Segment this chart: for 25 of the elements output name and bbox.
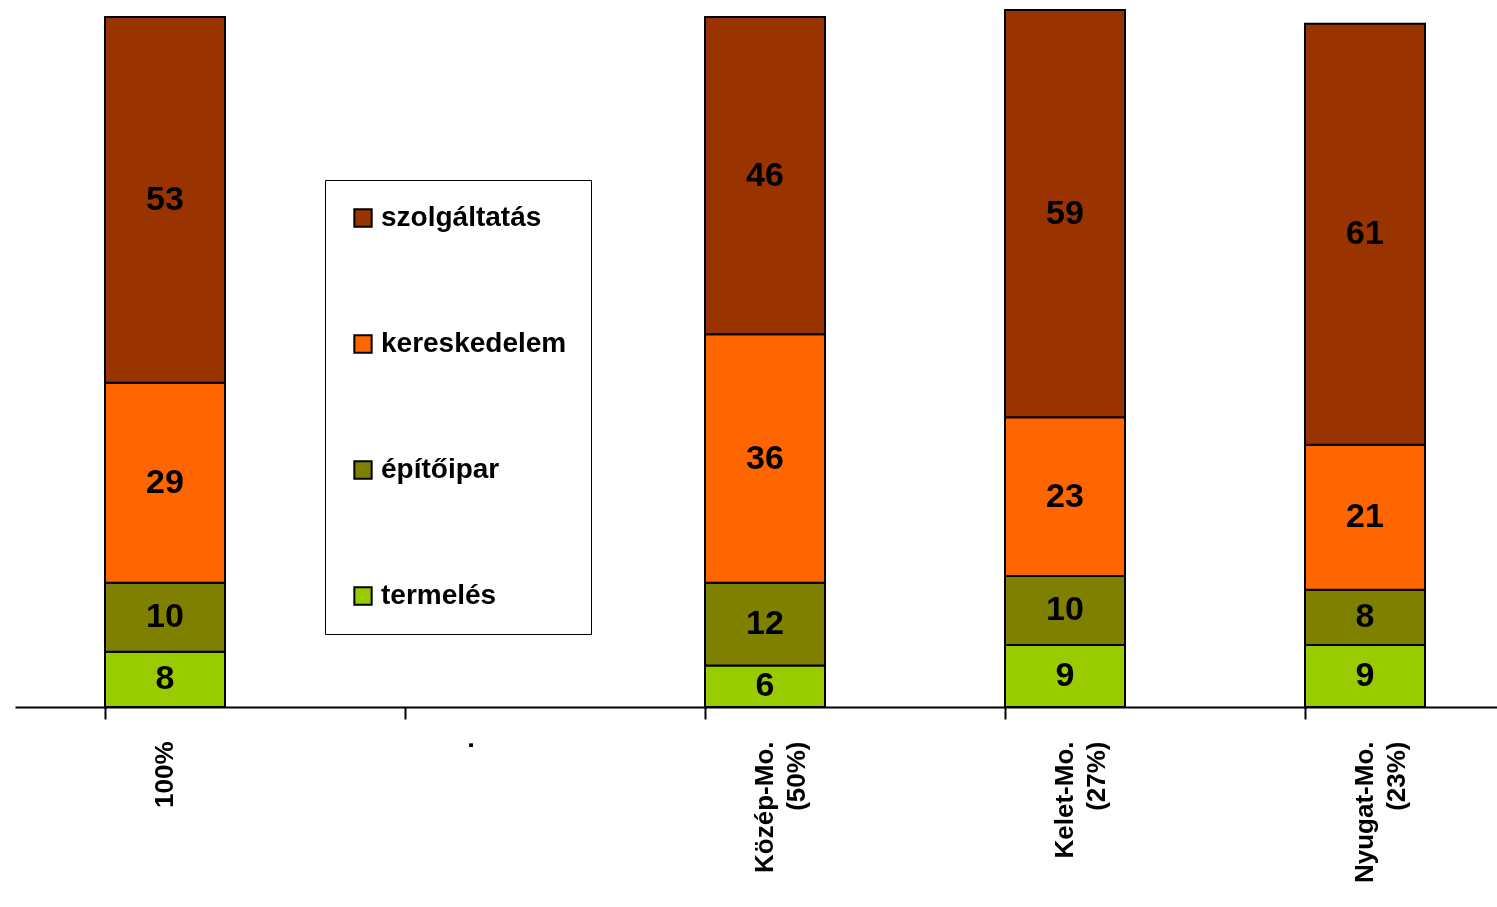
data-label: 21 bbox=[1346, 496, 1384, 535]
x-tick-label: Nyugat-Mo. (23%) bbox=[1349, 741, 1411, 884]
data-label: 12 bbox=[746, 603, 784, 642]
legend-label: termelés bbox=[381, 579, 497, 610]
data-label: 10 bbox=[146, 596, 184, 635]
data-label: 6 bbox=[755, 665, 775, 704]
data-label: 8 bbox=[155, 658, 175, 697]
x-tick-label: . bbox=[449, 741, 479, 749]
data-label: 8 bbox=[1355, 596, 1375, 635]
data-label: 9 bbox=[1355, 654, 1375, 693]
data-label: 10 bbox=[1046, 589, 1084, 628]
data-label: 9 bbox=[1055, 654, 1075, 693]
x-tick-label: Kelet-Mo. (27%) bbox=[1049, 741, 1111, 859]
data-label: 46 bbox=[746, 154, 784, 193]
legend-label: építőipar bbox=[381, 453, 500, 484]
data-label: 29 bbox=[146, 461, 184, 500]
data-label: 59 bbox=[1046, 192, 1084, 231]
x-tick-label: Közép-Mo. (50%) bbox=[749, 741, 811, 873]
data-label: 61 bbox=[1346, 213, 1384, 252]
data-label: 23 bbox=[1046, 475, 1084, 514]
data-label: 36 bbox=[746, 437, 784, 476]
x-tick-label: 100% bbox=[149, 741, 179, 808]
legend-label: szolgáltatás bbox=[381, 201, 542, 232]
legend-label: kereskedelem bbox=[381, 327, 567, 358]
data-label: 53 bbox=[146, 178, 184, 217]
